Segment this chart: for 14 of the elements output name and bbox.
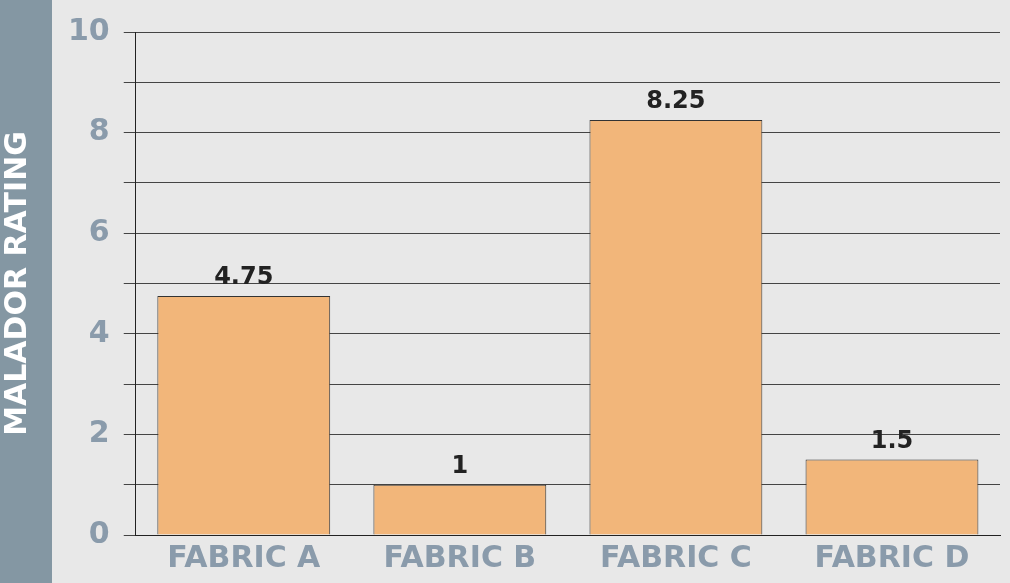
data-label: 1 <box>451 450 469 479</box>
y-axis-title: MALADOR RATING <box>0 131 33 436</box>
x-tick-label: FABRIC B <box>383 538 537 574</box>
y-tick-label: 0 <box>88 514 110 550</box>
data-label: 4.75 <box>214 262 274 291</box>
data-label: 8.25 <box>646 86 706 115</box>
y-tick-label: 8 <box>88 112 110 148</box>
y-tick-label: 10 <box>68 11 110 47</box>
y-tick-label: 2 <box>88 414 110 450</box>
y-tick-label: 6 <box>88 213 110 248</box>
x-tick-label: FABRIC D <box>814 538 970 574</box>
x-tick-label: FABRIC C <box>599 538 752 574</box>
y-tick-label: 4 <box>88 313 110 349</box>
x-tick-label: FABRIC A <box>167 538 322 574</box>
